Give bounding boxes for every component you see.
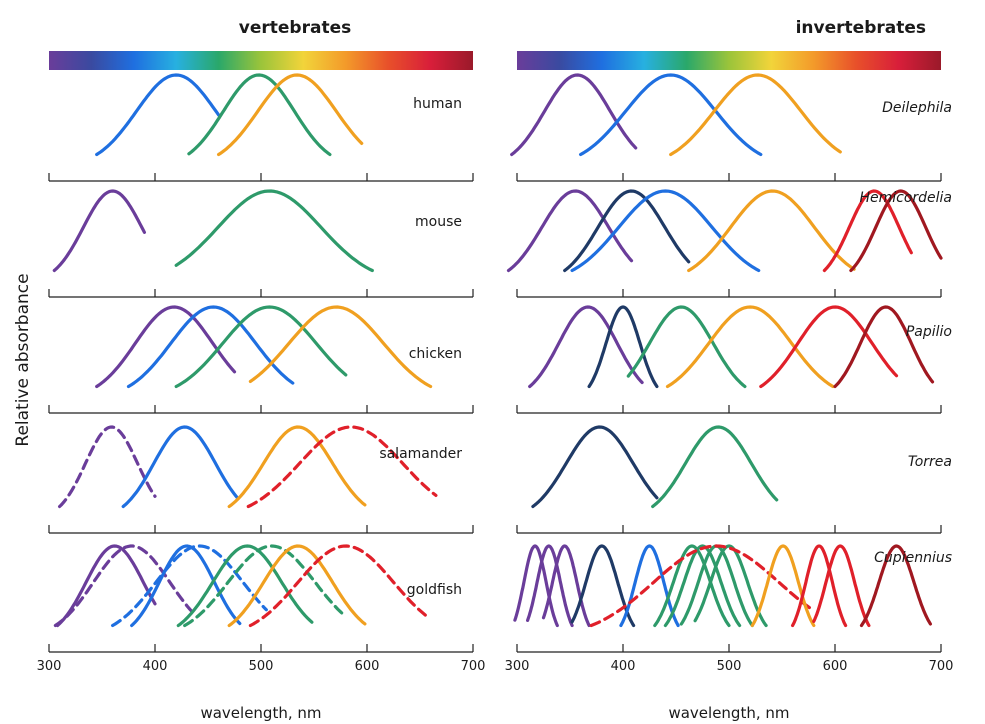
y-axis-label: Relative absorbance [13, 273, 33, 446]
absorbance-curve-darkred [833, 305, 935, 389]
absorbance-curve-orange [687, 189, 856, 273]
absorbance-curve-violet [513, 544, 559, 628]
species-label: Papilio [906, 324, 952, 340]
absorbance-curve-green [174, 305, 348, 389]
species-label: goldfish [407, 582, 462, 598]
absorbance-curve-violet [57, 425, 157, 509]
x-tick-label: 700 [461, 659, 486, 674]
absorbance-curve-red [822, 189, 913, 273]
absorbance-curve-red [248, 544, 427, 628]
absorbance-curve-green [693, 544, 768, 628]
absorbance-curve-violet [52, 189, 146, 273]
x-tick-label: 400 [611, 659, 636, 674]
absorbance-curve-blue [110, 544, 268, 628]
vertebrates-title: vertebrates [239, 18, 351, 38]
species-label: Cupiennius [874, 550, 952, 566]
panel-salamander: salamander [48, 425, 474, 534]
absorbance-curve-navy [563, 189, 691, 273]
x-tick-label: 300 [37, 659, 62, 674]
absorbance-curve-blue [95, 73, 221, 157]
invertebrates-panels: Deilephila Hemicordelia Papilio Torrea Cupie… [506, 73, 952, 653]
vertebrates-spectrum-bar [49, 51, 473, 70]
absorbance-curve-green [626, 305, 747, 389]
absorbance-curve-blue [578, 73, 763, 157]
absorbance-curve-violet [95, 305, 237, 389]
absorbance-curve-green [176, 544, 314, 628]
absorbance-curve-blue [121, 425, 240, 509]
absorbance-curve-red [812, 544, 871, 628]
absorbance-curve-orange [248, 305, 433, 389]
x-tick-label: 700 [929, 659, 954, 674]
absorbance-curve-violet [55, 544, 157, 628]
x-tick-label: 500 [249, 659, 274, 674]
absorbance-curve-violet [53, 544, 194, 628]
absorbance-curve-violet [506, 189, 634, 273]
x-tick-label: 600 [823, 659, 848, 674]
absorbance-curve-red [246, 425, 438, 509]
absorbance-curve-blue [130, 544, 242, 628]
absorbance-curve-navy [570, 544, 636, 628]
absorbance-curve-darkred [849, 189, 943, 273]
absorbance-curve-red [790, 544, 848, 628]
x-tick-label: 300 [505, 659, 530, 674]
panel-goldfish: goldfish [48, 544, 474, 653]
x-tick-label: 400 [143, 659, 168, 674]
panel-torrea: Torrea [516, 425, 952, 534]
species-label: chicken [409, 346, 462, 362]
species-label: Deilephila [882, 100, 952, 116]
absorbance-curve-red [759, 305, 899, 389]
absorbance-curve-green [174, 189, 374, 273]
absorbance-curve-violet [510, 73, 638, 157]
absorbance-curve-green [187, 73, 332, 157]
absorbance-curve-orange [227, 425, 367, 509]
vertebrates-panels: human mouse chicken salamander goldfish [48, 73, 474, 653]
invertebrates-title: invertebrates [796, 18, 926, 38]
absorbance-curve-violet [528, 305, 644, 389]
panel-chicken: chicken [48, 305, 474, 414]
absorbance-curve-blue [126, 305, 295, 389]
species-label: mouse [415, 214, 462, 230]
vertebrates-x-axis-label: wavelength, nm [200, 704, 321, 722]
absorbance-curve-red [589, 544, 814, 628]
invertebrates-x-tick-labels: 300 400 500 600 700 [505, 659, 954, 674]
absorbance-curve-orange [750, 544, 816, 628]
absorbance-curve-navy [587, 305, 659, 389]
absorbance-curve-navy [531, 425, 659, 509]
panel-mouse: mouse [48, 189, 474, 298]
absorbance-curve-darkred [859, 544, 933, 628]
invertebrates-x-axis-label: wavelength, nm [668, 704, 789, 722]
x-tick-label: 600 [355, 659, 380, 674]
species-label: Hemicordelia [859, 190, 952, 206]
absorbance-curve-green [183, 544, 348, 628]
absorbance-curve-green [653, 544, 731, 628]
panel-hemicordelia: Hemicordelia [506, 189, 952, 298]
absorbance-curve-orange [665, 305, 835, 389]
absorbance-curve-orange [227, 544, 367, 628]
x-tick-label: 500 [717, 659, 742, 674]
absorbance-curve-violet [525, 544, 574, 628]
vertebrates-x-tick-labels: 300 400 500 600 700 [37, 659, 486, 674]
absorbance-curve-green [663, 544, 742, 628]
panel-cupiennius: Cupiennius [513, 544, 952, 653]
invertebrates-spectrum-bar [517, 51, 941, 70]
species-label: salamander [379, 446, 462, 462]
species-label: human [413, 96, 462, 112]
panel-papilio: Papilio [516, 305, 952, 414]
absorbance-curve-orange [217, 73, 364, 157]
panel-human: human [48, 73, 474, 182]
absorbance-curve-blue [570, 189, 761, 273]
absorbance-curve-orange [669, 73, 842, 157]
absorbance-curve-blue [619, 544, 680, 628]
species-label: Torrea [908, 454, 952, 470]
absorbance-curve-green [651, 425, 779, 509]
panel-deilephila: Deilephila [510, 73, 952, 182]
